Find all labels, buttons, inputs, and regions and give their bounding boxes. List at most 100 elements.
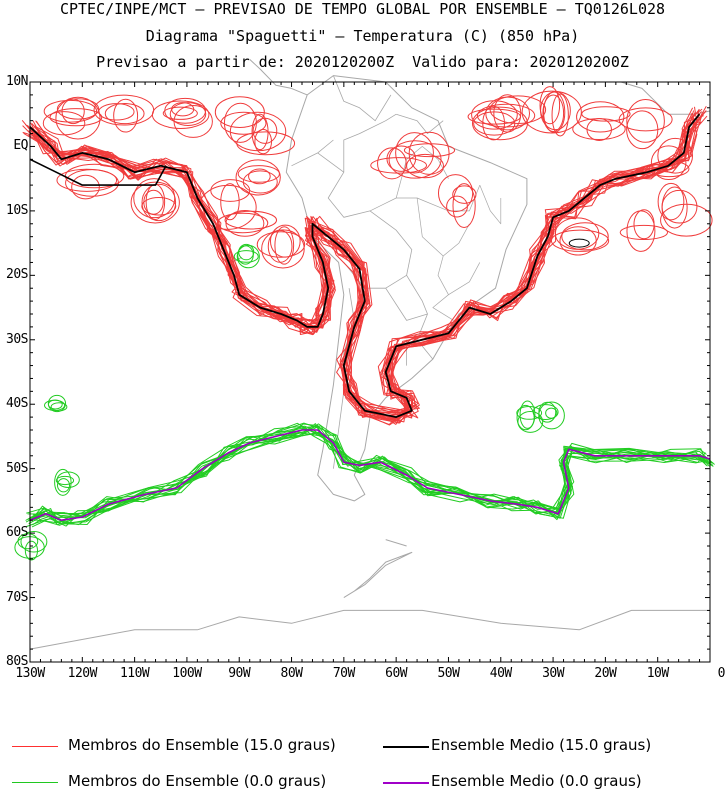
map-frame [29,81,711,663]
ensemble-member-15-blob [561,222,609,251]
legend-label: Ensemble Medio (0.0 graus) [431,772,642,790]
country-border [333,75,392,122]
ensemble-member-15-blob [235,159,281,196]
legend-label: Membros do Ensemble (0.0 graus) [68,772,327,790]
state-border [432,294,454,321]
ensemble-member-15-blob [406,153,445,179]
ensemble-member-15-blob [56,168,118,192]
ensemble-member-15-blob [618,107,673,132]
ensemble-member-15-blob [408,131,450,175]
ensemble-member-0-contour [31,432,706,526]
ensemble-member-15-blob [559,226,597,256]
ensemble-member-15-blob [130,181,180,224]
coastline-layer [29,59,711,650]
ensemble-member-0-blob [56,471,80,488]
lon-label: 90W [228,666,251,681]
lat-label: 10N [6,74,28,89]
ensemble-member-15-blob [251,113,269,151]
ensemble-member-15-blob [141,183,177,222]
ensemble-member-15-blob [542,94,565,133]
lat-label: EQ [13,138,28,154]
ensemble-mean-0-layer [29,429,711,521]
ensemble-member-15-blob [252,117,278,144]
ensemble-member-15-blob [471,106,528,141]
central-america-coast [249,59,308,96]
ensemble-member-0-blob [54,468,72,496]
ensemble-member-15-blob [661,186,688,229]
ensemble-member-15-blob [619,224,669,240]
ensemble-member-15-blob [71,174,100,200]
ensemble-member-0-blob [532,404,559,420]
country-border [317,152,345,173]
ensemble-member-0-blob [517,410,544,433]
ensemble-member-15-blob [650,145,687,181]
ensemble-member-0-blob [50,402,68,412]
ensemble-member-15-contour [30,110,707,423]
ensemble-member-15-blob [220,111,267,135]
ensemble-member-15-blob [248,168,271,185]
ensemble-member-15-blob [377,147,407,180]
ensemble-member-15-blob [489,95,547,125]
ensemble-member-0-blob [237,245,254,265]
ensemble-member-15-blob [626,110,659,150]
ensemble-member-15-blob [113,98,139,133]
ensemble-member-0-blob [24,540,38,561]
ensemble-member-15-blob [543,91,566,133]
ensemble-member-15-blob [493,94,522,133]
lat-label: 30S [6,331,28,347]
ensemble-member-15-blob [141,196,177,216]
country-border [406,275,428,315]
ensemble-member-0-blob [545,407,558,419]
lon-label: 0 [717,666,725,681]
ensemble-member-15-blob [452,185,477,204]
ensemble-mean-15-contour [29,158,167,186]
lon-label: 70W [332,666,355,681]
ensemble-member-15-blob [242,170,278,194]
ensemble-member-15-blob [225,210,265,237]
ensemble-member-15-blob [437,174,474,213]
chart-title-line-1: CPTEC/INPE/MCT — PREVISAO DE TEMPO GLOBA… [59,0,666,18]
shetland-islands [385,539,407,547]
lat-label: 10S [6,202,28,218]
ensemble-member-15-blob [214,96,265,128]
lon-label: 60W [385,666,408,681]
ensemble-member-15-blob [586,118,612,141]
lon-label: 50W [437,666,460,681]
ensemble-member-0-blob [55,475,75,486]
legend-swatch-red [12,746,58,747]
legend-swatch-black [383,746,429,748]
lon-label: 30W [542,666,565,681]
ensemble-member-0-blob [236,244,260,269]
south-america-coast [285,75,528,502]
ensemble-member-15-blob [657,182,685,221]
lat-label: 70S [6,589,28,605]
country-border [327,113,413,289]
ensemble-member-0-blob [538,401,557,423]
country-border [396,113,444,134]
ensemble-member-15-blob [151,100,210,129]
lon-label: 100W [172,666,202,681]
ensemble-mean-15-layer [29,113,701,418]
lon-label: 130W [15,666,45,681]
state-border [479,184,502,225]
lon-label: 20W [594,666,617,681]
ensemble-member-15-blob [256,231,306,258]
country-border [291,139,334,167]
ensemble-member-15-blob [274,226,295,265]
ensemble-member-15-blob [162,106,198,120]
ensemble-member-15-blob [267,229,293,263]
ensemble-member-15-blob [550,229,610,252]
ensemble-member-15-blob [104,103,145,125]
ensemble-member-15-blob [485,96,531,131]
ensemble-member-15-blob [43,99,98,123]
ensemble-members-0-layer [14,243,715,561]
ensemble-mean-15-blob [568,238,590,248]
ensemble-member-15-blob [648,160,690,178]
legend-swatch-green [12,782,58,783]
ensemble-member-15-blob [55,96,101,140]
legend-label: Membros do Ensemble (15.0 graus) [68,736,336,754]
ensemble-member-0-blob [233,250,259,263]
legend-swatch-purple [383,782,429,784]
axis-ticks [29,81,711,663]
ensemble-member-15-blob [388,140,442,179]
